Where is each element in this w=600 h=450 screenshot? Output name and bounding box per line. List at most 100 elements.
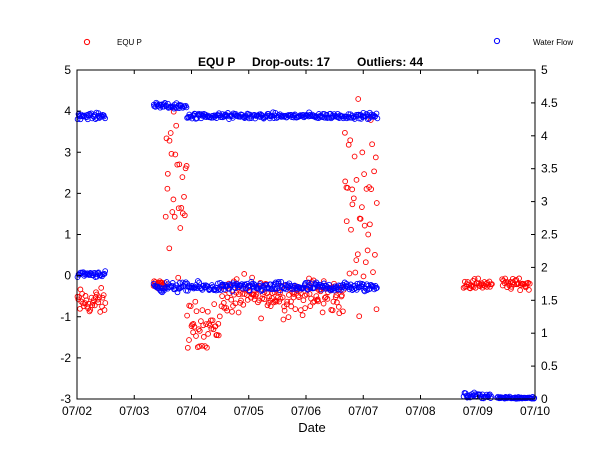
data-point (276, 298, 283, 305)
legend-marker-water-flow (493, 37, 501, 45)
data-point (229, 308, 235, 315)
y-left-tick-label: 0 (64, 269, 71, 283)
data-point (191, 323, 198, 330)
data-point (182, 279, 189, 286)
data-point (320, 300, 327, 307)
data-point (184, 312, 190, 319)
data-point (351, 153, 358, 160)
data-point (170, 196, 177, 203)
data-point (199, 342, 205, 349)
data-point (489, 281, 495, 287)
data-point (347, 137, 354, 144)
data-point (284, 298, 291, 305)
data-point (361, 222, 368, 229)
data-point (280, 316, 287, 323)
data-point (102, 300, 109, 306)
data-point (307, 303, 314, 309)
chart-title: EQU P Drop-outs: 17 Outliers: 44 (198, 55, 423, 69)
y-right-tick-label: 2.5 (541, 228, 558, 242)
data-point (228, 281, 235, 288)
data-point (195, 278, 201, 284)
data-point (187, 303, 194, 310)
data-point (168, 150, 175, 157)
y-right-tick-label: 4.5 (541, 96, 558, 110)
data-point (339, 292, 345, 299)
x-tick-label: 07/05 (234, 404, 264, 418)
data-point (190, 321, 197, 327)
data-point (200, 322, 207, 329)
data-point (261, 296, 267, 303)
y-right-tick-label: 5 (541, 63, 548, 77)
data-point (362, 259, 369, 266)
data-point (96, 294, 103, 301)
data-point (368, 186, 375, 192)
data-point (194, 285, 201, 292)
x-tick-label: 07/02 (62, 404, 92, 418)
data-point (87, 307, 94, 313)
data-point (241, 281, 248, 288)
title-outliers: Outliers: 44 (357, 55, 423, 69)
data-point (166, 137, 173, 144)
data-point (240, 301, 247, 308)
data-point (343, 280, 350, 287)
data-point (302, 305, 308, 311)
data-point (173, 122, 180, 129)
data-point (281, 307, 288, 314)
data-point (314, 297, 320, 304)
data-point (370, 269, 376, 275)
data-point (186, 337, 192, 343)
data-point (335, 304, 342, 310)
data-point (164, 170, 171, 177)
data-point (273, 298, 280, 305)
data-point (314, 296, 321, 303)
data-point (342, 178, 349, 185)
data-point (90, 297, 97, 303)
legend-label-equ-p: EQU P (117, 38, 142, 47)
data-point (365, 231, 372, 238)
data-point (306, 275, 312, 282)
y-left-tick-label: -2 (60, 351, 71, 365)
data-point (516, 275, 522, 282)
data-point (355, 96, 362, 102)
data-point (502, 275, 508, 282)
data-point (192, 298, 199, 305)
data-point (357, 216, 364, 222)
data-point (373, 306, 380, 313)
data-point (209, 317, 216, 324)
series-water-flow (74, 99, 538, 402)
data-point (162, 213, 169, 220)
data-point (353, 257, 360, 263)
data-point (177, 225, 184, 231)
y-right-tick-label: 3.5 (541, 162, 558, 176)
y-left-tick-label: 3 (64, 145, 71, 159)
data-point (257, 281, 263, 287)
data-point (193, 308, 200, 315)
y-axis-right: 0 0.5 1 1.5 2 2.5 3 3.5 4 4.5 5 (531, 63, 558, 406)
data-point (286, 280, 293, 287)
data-point (101, 271, 108, 277)
title-name: EQU P (198, 55, 235, 69)
legend: EQU P Water Flow (83, 37, 573, 47)
data-point (311, 284, 317, 291)
data-point (167, 130, 174, 136)
data-point (531, 395, 538, 401)
data-point (169, 209, 176, 215)
y-right-tick-label: 3 (541, 195, 548, 209)
data-point (176, 161, 183, 168)
data-point (171, 213, 178, 220)
data-point (374, 285, 380, 291)
data-point (313, 293, 320, 299)
x-tick-label: 07/06 (291, 404, 321, 418)
data-point (324, 296, 331, 302)
data-point (333, 292, 340, 299)
data-point (100, 292, 107, 298)
data-point (211, 301, 218, 307)
data-point (283, 301, 290, 308)
data-point (292, 306, 299, 312)
data-point (204, 308, 211, 315)
x-axis-label: Date (298, 420, 325, 435)
data-point (181, 193, 187, 200)
x-tick-label: 07/10 (520, 404, 550, 418)
y-left-tick-label: -1 (60, 310, 71, 324)
data-point (360, 273, 367, 280)
